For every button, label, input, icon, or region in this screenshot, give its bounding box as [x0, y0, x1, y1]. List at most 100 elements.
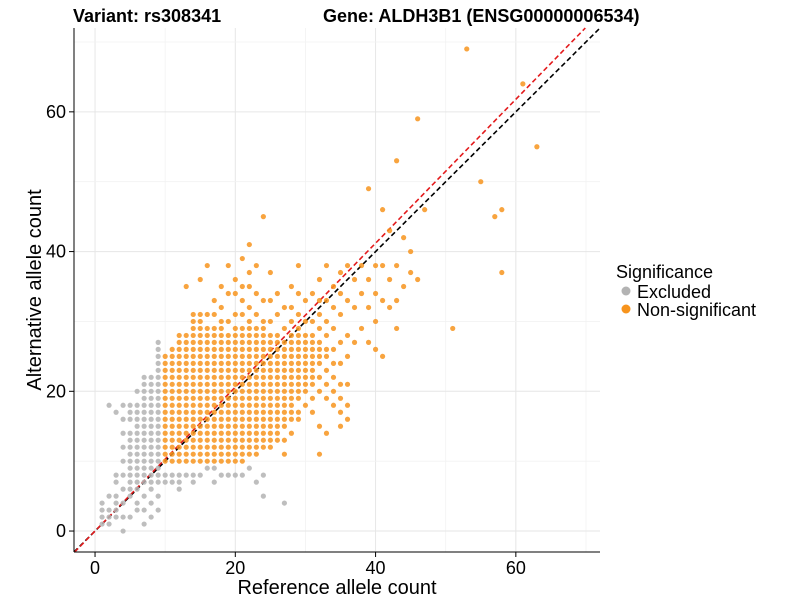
point-non-significant: [274, 409, 280, 415]
point-non-significant: [267, 297, 273, 304]
point-non-significant: [246, 339, 252, 345]
y-tick-label: 0: [56, 521, 66, 541]
point-non-significant: [267, 346, 273, 352]
point-non-significant: [302, 360, 309, 366]
point-excluded: [127, 437, 133, 443]
point-non-significant: [316, 360, 323, 366]
point-non-significant: [302, 339, 309, 345]
point-non-significant: [372, 262, 379, 269]
y-tick-label: 60: [46, 102, 66, 122]
point-non-significant: [176, 374, 182, 380]
point-non-significant: [260, 325, 266, 332]
point-non-significant: [379, 262, 386, 269]
point-non-significant: [246, 444, 252, 450]
point-non-significant: [232, 409, 238, 415]
point-non-significant: [288, 360, 295, 366]
point-non-significant: [267, 409, 273, 415]
point-non-significant: [246, 430, 252, 436]
point-non-significant: [239, 360, 245, 366]
point-non-significant: [253, 346, 259, 352]
point-excluded: [155, 381, 161, 387]
point-excluded: [148, 416, 154, 422]
point-non-significant: [225, 381, 231, 387]
point-non-significant: [169, 430, 175, 436]
point-non-significant: [253, 381, 259, 387]
point-excluded: [141, 465, 147, 471]
x-tick-label: 40: [366, 558, 386, 578]
point-non-significant: [288, 304, 295, 311]
point-non-significant: [232, 388, 238, 394]
point-excluded: [148, 423, 154, 429]
grid-lines: [74, 28, 600, 552]
point-non-significant: [239, 339, 245, 345]
point-non-significant: [274, 353, 280, 359]
point-non-significant: [204, 451, 210, 457]
point-non-significant: [176, 339, 182, 345]
point-non-significant: [218, 430, 224, 436]
point-non-significant: [260, 381, 266, 387]
point-excluded: [155, 423, 161, 429]
point-excluded: [120, 416, 126, 422]
point-non-significant: [239, 409, 245, 415]
point-non-significant: [190, 381, 196, 387]
point-excluded: [148, 409, 154, 415]
point-non-significant: [267, 444, 273, 450]
point-non-significant: [267, 374, 273, 380]
point-non-significant: [302, 388, 309, 394]
point-non-significant: [239, 430, 245, 436]
point-non-significant: [218, 339, 224, 345]
point-non-significant: [281, 437, 287, 443]
point-non-significant: [372, 318, 379, 325]
point-non-significant: [218, 346, 224, 352]
point-excluded: [155, 451, 161, 457]
point-non-significant: [169, 381, 175, 387]
point-excluded: [148, 444, 154, 450]
point-non-significant: [302, 381, 309, 387]
point-non-significant: [176, 423, 182, 429]
point-non-significant: [197, 430, 203, 436]
point-non-significant: [197, 325, 203, 332]
point-non-significant: [281, 304, 287, 311]
point-non-significant: [260, 395, 266, 401]
point-non-significant: [169, 374, 175, 380]
point-non-significant: [330, 360, 337, 366]
point-excluded: [155, 472, 161, 478]
point-non-significant: [267, 269, 273, 276]
point-excluded: [134, 465, 140, 471]
point-non-significant: [204, 444, 210, 450]
point-excluded: [134, 507, 140, 513]
point-non-significant: [316, 353, 323, 359]
point-excluded: [155, 339, 161, 345]
point-non-significant: [337, 423, 344, 429]
point-non-significant: [176, 388, 182, 394]
point-non-significant: [295, 381, 302, 387]
point-non-significant: [197, 388, 203, 394]
point-non-significant: [197, 437, 203, 443]
point-non-significant: [211, 444, 217, 450]
point-non-significant: [281, 325, 287, 332]
point-non-significant: [260, 367, 266, 373]
point-non-significant: [274, 423, 280, 429]
point-excluded: [141, 472, 147, 478]
point-non-significant: [197, 444, 203, 450]
point-non-significant: [190, 423, 196, 429]
point-non-significant: [190, 318, 196, 325]
point-non-significant: [246, 388, 252, 394]
point-non-significant: [232, 276, 238, 283]
point-non-significant: [183, 444, 189, 450]
point-non-significant: [302, 353, 309, 359]
point-non-significant: [260, 339, 266, 345]
point-non-significant: [337, 290, 344, 297]
point-excluded: [141, 444, 147, 450]
point-non-significant: [183, 388, 189, 394]
point-non-significant: [281, 402, 287, 408]
point-non-significant: [197, 367, 203, 373]
point-excluded: [127, 402, 133, 408]
point-non-significant: [401, 283, 407, 290]
point-non-significant: [288, 402, 295, 408]
point-non-significant: [281, 409, 287, 415]
point-non-significant: [225, 318, 231, 325]
point-non-significant: [295, 409, 302, 415]
point-non-significant: [176, 430, 182, 436]
point-non-significant: [246, 360, 252, 366]
